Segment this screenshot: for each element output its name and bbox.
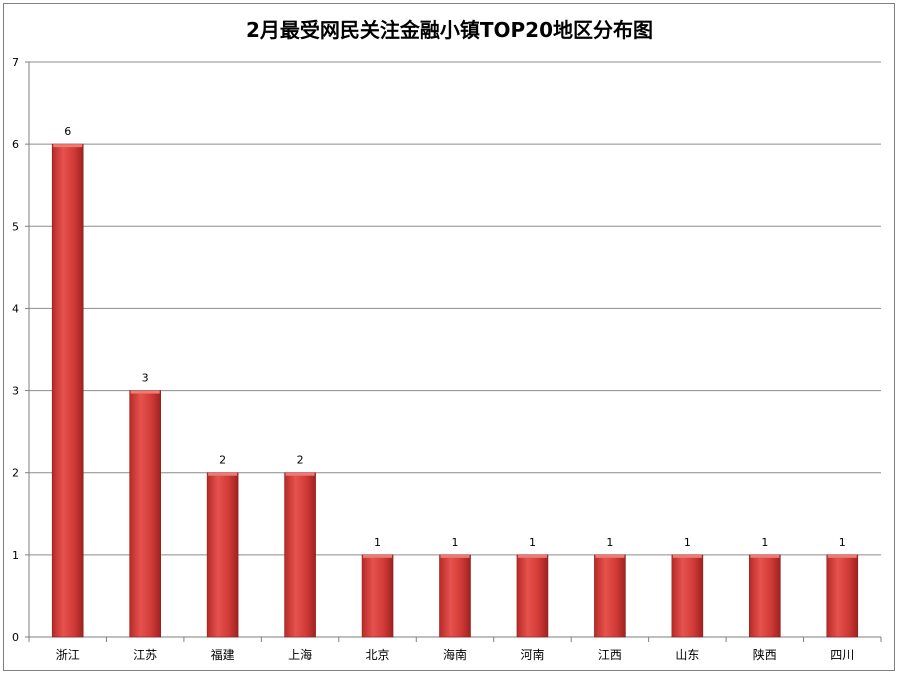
bar (594, 554, 626, 638)
category-label: 江苏 (133, 648, 157, 662)
bar-cap (672, 554, 702, 558)
bar (671, 554, 704, 638)
data-label: 1 (529, 536, 536, 549)
data-label: 2 (297, 454, 304, 467)
category-label: 江西 (598, 648, 622, 662)
data-label: 1 (839, 536, 846, 549)
bar-cap (208, 472, 238, 476)
bar-cap (285, 472, 315, 476)
labels: 0 1 2 3 4 5 6 7 6 浙江 3 江苏 2 福建 2 上海 1 北京 1 海南 1 河南 1 江西 1 山东 1 陕西 1 四… (12, 56, 854, 662)
bar (749, 554, 781, 638)
category-label: 河南 (520, 647, 544, 662)
bar-cap (440, 554, 470, 558)
category-label: 福建 (211, 647, 235, 662)
gridlines (29, 61, 881, 556)
data-label: 1 (761, 536, 768, 549)
category-label: 山东 (675, 648, 699, 662)
bars (51, 143, 859, 638)
data-label: 2 (219, 454, 226, 467)
bar-cap (53, 144, 83, 148)
bar (361, 554, 394, 638)
data-label: 1 (452, 536, 459, 549)
category-label: 上海 (288, 647, 312, 662)
bar (284, 472, 316, 638)
bar-cap (517, 554, 547, 558)
category-label: 海南 (443, 647, 467, 662)
category-label: 浙江 (56, 648, 80, 662)
data-label: 1 (374, 536, 381, 549)
bar (51, 143, 84, 638)
category-label: 陕西 (753, 647, 777, 662)
bar (826, 554, 859, 638)
bar (439, 554, 471, 638)
y-tick-label: 2 (12, 467, 19, 480)
category-label: 北京 (366, 648, 390, 662)
y-tick-label: 6 (12, 138, 19, 151)
y-tick-label: 0 (12, 631, 19, 644)
y-tick-label: 4 (12, 302, 19, 315)
bar-cap (750, 554, 780, 558)
bar (516, 554, 549, 638)
bar-cap (595, 554, 625, 558)
data-label: 1 (606, 536, 613, 549)
bar-cap (130, 390, 160, 394)
data-label: 1 (684, 536, 691, 549)
y-tick-label: 7 (12, 56, 19, 69)
chart-title: 2月最受网民关注金融小镇TOP20地区分布图 (245, 18, 654, 42)
data-label: 3 (142, 372, 149, 385)
category-label: 四川 (830, 648, 854, 662)
y-tick-label: 3 (12, 385, 19, 398)
y-tick-label: 5 (12, 220, 19, 233)
bar-cap (827, 554, 857, 558)
bar (129, 390, 161, 638)
y-tick-label: 1 (12, 549, 19, 562)
data-label: 6 (64, 125, 71, 138)
bar-cap (363, 554, 393, 558)
bar (206, 472, 239, 638)
